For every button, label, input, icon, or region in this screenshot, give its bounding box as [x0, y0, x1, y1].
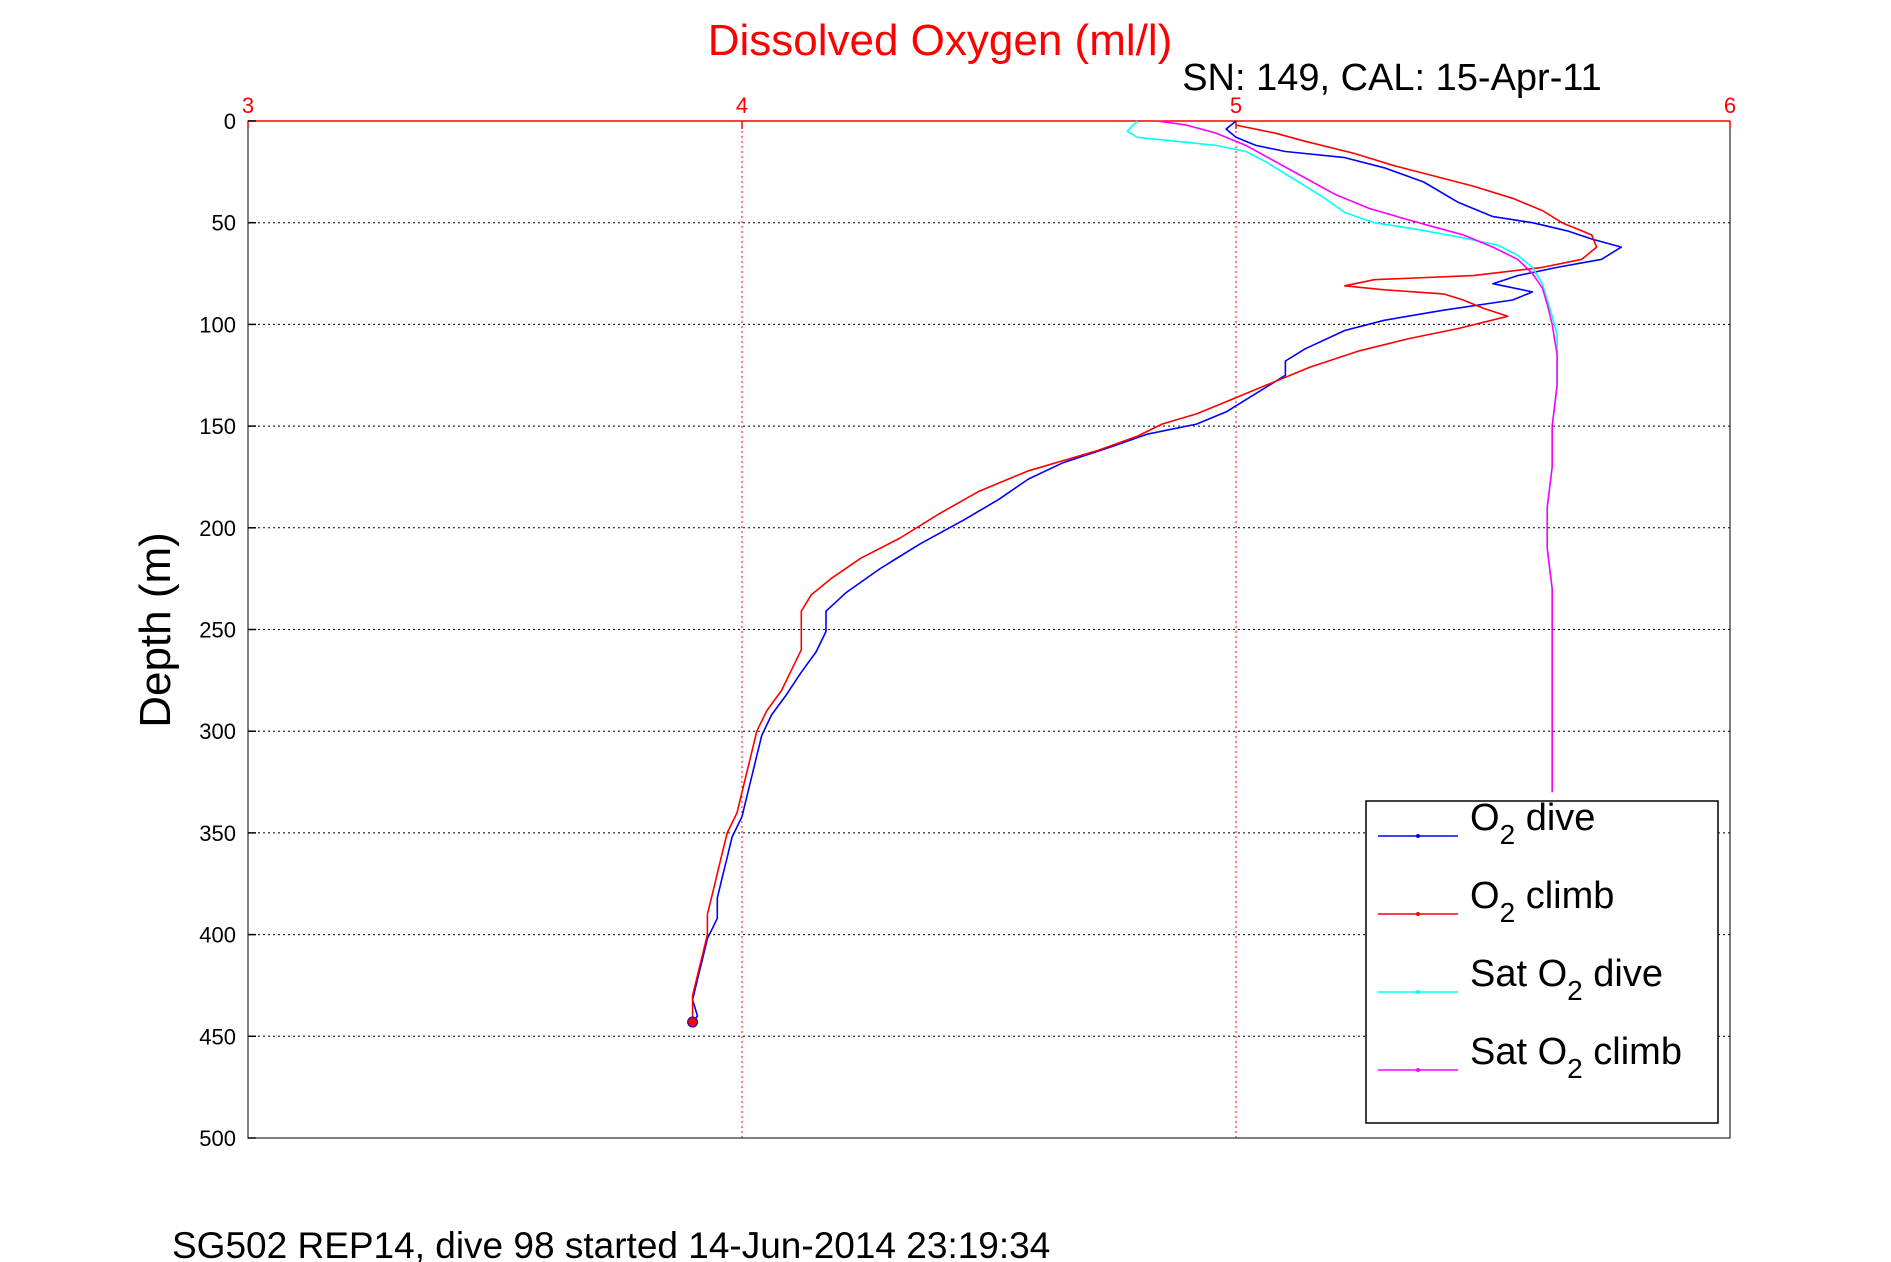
x-tick-label: 3 — [242, 93, 254, 118]
series-line — [691, 124, 1598, 1023]
bottom-marker — [687, 1016, 699, 1028]
series-lines — [687, 120, 1623, 1028]
legend-swatch-marker — [1416, 1068, 1420, 1072]
y-axis-label: Depth (m) — [131, 532, 180, 728]
y-axis-ticks: 0 50 100 150 200 250 300 350 400 450 500 — [199, 109, 256, 1151]
chart-subtitle: SN: 149, CAL: 15-Apr-11 — [1182, 57, 1602, 99]
legend-label-tail: climb — [1583, 1031, 1682, 1073]
y-tick-label: 0 — [224, 109, 236, 134]
y-tick-label: 150 — [199, 414, 236, 439]
x-axis-ticks: 3 4 5 6 — [242, 93, 1736, 129]
y-tick-label: 50 — [212, 211, 236, 236]
footer-caption: SG502 REP14, dive 98 started 14-Jun-2014… — [172, 1225, 1050, 1262]
series-line — [1156, 120, 1558, 793]
legend-label-tail: dive — [1515, 797, 1595, 839]
x-tick-label: 4 — [736, 93, 748, 118]
x-tick-label: 6 — [1724, 93, 1736, 118]
y-tick-label: 300 — [199, 719, 236, 744]
legend-label-subscript: 2 — [1500, 897, 1516, 928]
legend-label-tail: dive — [1583, 953, 1663, 995]
legend-label-main: Sat O — [1470, 953, 1567, 995]
legend-label-subscript: 2 — [1567, 1053, 1583, 1084]
y-tick-label: 450 — [199, 1024, 236, 1049]
legend-label: Sat O2 dive — [1470, 953, 1663, 1006]
y-tick-label: 200 — [199, 516, 236, 541]
legend-label-main: O — [1470, 797, 1500, 839]
legend-label: O2 dive — [1470, 797, 1595, 850]
legend-label-main: Sat O — [1470, 1031, 1567, 1073]
y-tick-label: 400 — [199, 923, 236, 948]
chart-title: Dissolved Oxygen (ml/l) — [708, 16, 1173, 65]
legend-label-subscript: 2 — [1500, 819, 1516, 850]
y-tick-label: 250 — [199, 618, 236, 643]
legend-swatch-marker — [1416, 912, 1420, 916]
legend-label-main: O — [1470, 875, 1500, 917]
x-tick-label: 5 — [1230, 93, 1242, 118]
legend-label-tail: climb — [1515, 875, 1614, 917]
legend-label: Sat O2 climb — [1470, 1031, 1682, 1084]
series-line — [691, 120, 1623, 1023]
legend-swatch-marker — [1416, 990, 1420, 994]
y-tick-label: 100 — [199, 312, 236, 337]
legend-swatch-marker — [1416, 834, 1420, 838]
y-tick-label: 500 — [199, 1126, 236, 1151]
y-tick-label: 350 — [199, 821, 236, 846]
legend-label: O2 climb — [1470, 875, 1614, 928]
legend-label-subscript: 2 — [1567, 975, 1583, 1006]
